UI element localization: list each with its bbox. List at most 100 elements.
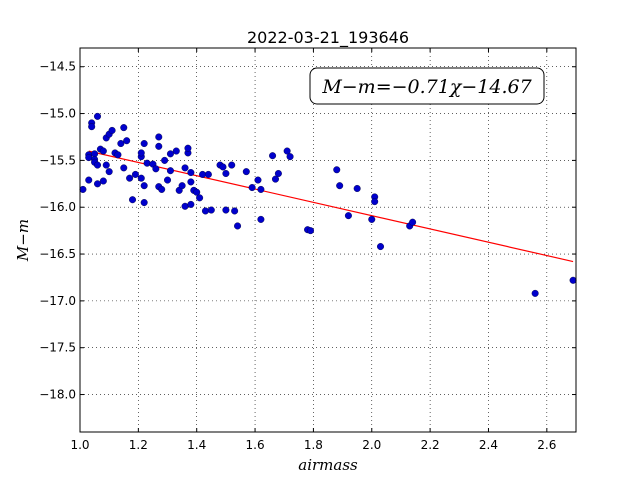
data-point [164, 176, 172, 184]
data-point [234, 222, 242, 230]
data-point [306, 227, 314, 235]
data-point [117, 140, 125, 148]
data-point [99, 147, 107, 155]
data-point [143, 159, 151, 167]
plot-frame [79, 47, 577, 433]
data-point [172, 147, 180, 155]
data-point [158, 185, 166, 193]
x-tick-label: 2.0 [362, 438, 381, 452]
data-point [129, 196, 137, 204]
y-tick-label: −14.5 [39, 60, 76, 74]
y-tick-label: −17.5 [39, 341, 76, 355]
data-point [353, 184, 361, 192]
x-tick-label: 2.6 [537, 438, 556, 452]
data-point [123, 137, 131, 145]
fit-equation-label: M−m=−0.71χ−14.67 [321, 76, 532, 98]
data-point [201, 207, 209, 215]
data-point [371, 198, 379, 206]
data-point [336, 182, 344, 190]
data-point [102, 161, 110, 169]
data-point [286, 153, 294, 161]
y-tick-label: −17.0 [39, 294, 76, 308]
data-point [333, 166, 341, 174]
data-point [222, 206, 230, 214]
data-point [257, 215, 265, 223]
data-point [181, 164, 189, 172]
data-point [196, 194, 204, 202]
data-point [254, 176, 262, 184]
data-point [271, 175, 279, 183]
data-point [155, 142, 163, 150]
data-point [120, 164, 128, 172]
data-point [99, 177, 107, 185]
data-point [248, 184, 256, 192]
data-point [155, 133, 163, 141]
data-point [283, 147, 291, 155]
data-point [269, 152, 277, 160]
data-point [344, 212, 352, 220]
data-point [377, 243, 385, 251]
data-point [242, 168, 250, 176]
data-point [105, 168, 113, 176]
data-point [231, 207, 239, 215]
data-point [178, 182, 186, 190]
data-point [187, 178, 195, 186]
data-point [181, 202, 189, 210]
data-point [85, 154, 93, 162]
data-point [108, 126, 116, 134]
data-point [131, 170, 139, 178]
data-points [79, 112, 577, 297]
data-point [187, 169, 195, 177]
x-axis-label: airmass [298, 456, 358, 474]
data-point [204, 170, 212, 178]
data-point [140, 199, 148, 207]
data-point [368, 215, 376, 223]
data-point [531, 289, 539, 297]
data-point [79, 185, 87, 193]
data-point [199, 170, 207, 178]
data-point [274, 170, 282, 178]
data-point [228, 161, 236, 169]
data-point [219, 163, 227, 171]
grid [79, 48, 576, 432]
data-point [126, 174, 134, 182]
data-point [94, 161, 102, 169]
x-tick-label: 1.8 [304, 438, 323, 452]
data-point [166, 150, 174, 158]
data-point [161, 156, 169, 164]
y-tick-label: −15.5 [39, 153, 76, 167]
data-point [88, 123, 96, 131]
x-tick-label: 2.4 [479, 438, 498, 452]
data-point [222, 170, 230, 178]
y-tick-label: −18.0 [39, 388, 76, 402]
data-point [114, 151, 122, 159]
data-point [140, 182, 148, 190]
data-point [120, 124, 128, 132]
data-point [184, 144, 192, 152]
chart-title: 2022-03-21_193646 [247, 28, 409, 48]
data-point [569, 276, 577, 284]
data-point [94, 180, 102, 188]
data-point [152, 165, 160, 173]
data-point [193, 188, 201, 196]
y-axis-label: M−m [14, 219, 32, 262]
x-tick-label: 2.2 [421, 438, 440, 452]
data-point [137, 174, 145, 182]
data-point [94, 112, 102, 120]
x-tick-label: 1.6 [246, 438, 265, 452]
x-tick-label: 1.2 [129, 438, 148, 452]
x-tick-label: 1.4 [187, 438, 206, 452]
y-tick-label: −16.0 [39, 200, 76, 214]
data-point [409, 218, 417, 226]
annotation-box: M−m=−0.71χ−14.67 [309, 67, 545, 105]
y-tick-label: −15.0 [39, 107, 76, 121]
ticks: 1.0 1.2 1.4 1.6 1.8 2.0 2.2 2.4 2.6 −14.5 −15.0 −15… [39, 48, 576, 452]
data-point [137, 149, 145, 157]
data-point [140, 140, 148, 148]
data-point [187, 200, 195, 208]
data-point [257, 185, 265, 193]
x-tick-label: 1.0 [70, 438, 89, 452]
data-point [166, 167, 174, 175]
data-point [207, 206, 215, 214]
